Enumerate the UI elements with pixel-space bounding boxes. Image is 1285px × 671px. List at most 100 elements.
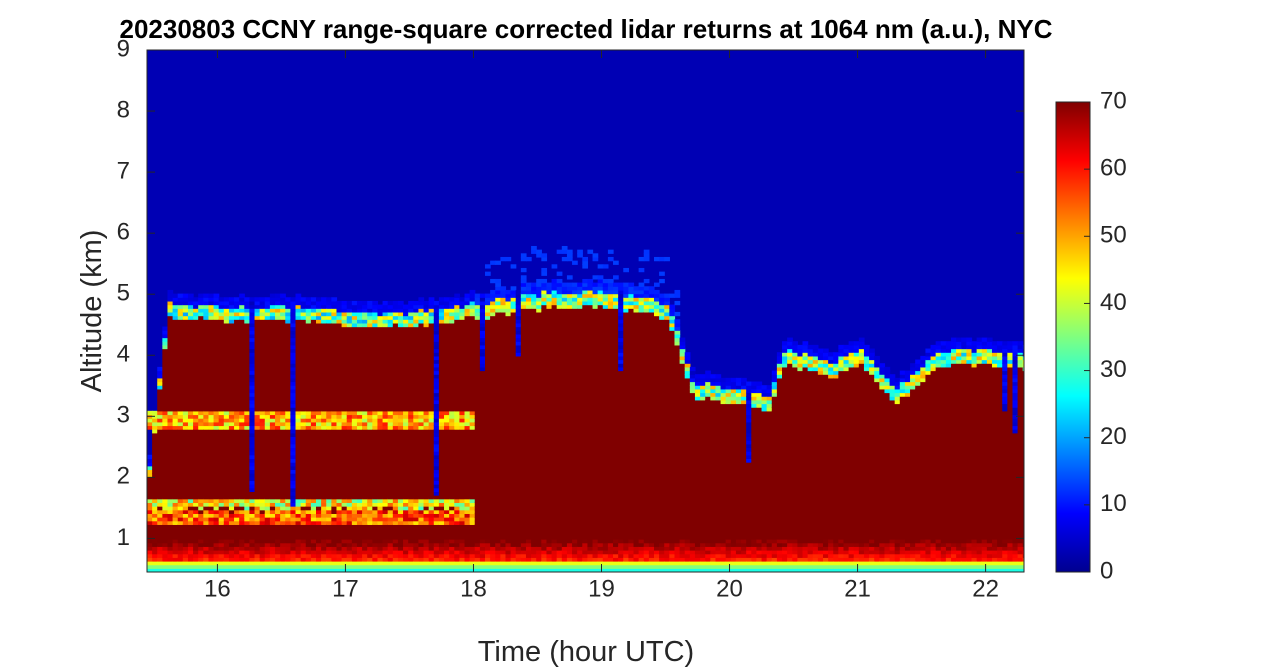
heatmap-cell: [275, 495, 281, 500]
heatmap-cell: [336, 528, 343, 533]
heatmap-cell: [331, 513, 338, 518]
heatmap-cell: [187, 341, 194, 346]
heatmap-cell: [167, 513, 174, 518]
heatmap-cell: [218, 300, 225, 306]
heatmap-cell: [485, 517, 491, 522]
heatmap-cell: [403, 557, 409, 562]
heatmap-cell: [228, 388, 235, 394]
heatmap-cell: [198, 436, 204, 441]
heatmap-cell: [239, 410, 245, 416]
heatmap-cell: [290, 561, 297, 566]
heatmap-cell: [218, 399, 225, 405]
heatmap-cell: [464, 517, 471, 522]
heatmap-cell: [474, 403, 481, 408]
heatmap-cell: [392, 564, 399, 569]
heatmap-cell: [336, 326, 343, 331]
heatmap-cell: [193, 366, 199, 372]
heatmap-cell: [275, 498, 281, 503]
heatmap-cell: [397, 304, 404, 309]
heatmap-cell: [382, 330, 389, 335]
heatmap-cell: [382, 568, 389, 572]
heatmap-cell: [264, 381, 271, 386]
heatmap-cell: [228, 440, 235, 445]
heatmap-cell: [397, 315, 404, 320]
heatmap-cell: [244, 451, 251, 456]
heatmap-cell: [438, 539, 445, 544]
heatmap-cell: [423, 462, 430, 467]
heatmap-cell: [162, 564, 169, 569]
heatmap-cell: [259, 557, 266, 562]
heatmap-cell: [321, 524, 327, 529]
heatmap-cell: [244, 396, 251, 401]
heatmap-cell: [474, 359, 481, 364]
heatmap-cell: [316, 491, 322, 496]
heatmap-cell: [280, 319, 286, 324]
heatmap-cell: [423, 414, 430, 419]
heatmap-cell: [234, 531, 240, 536]
heatmap-cell: [218, 315, 225, 320]
heatmap-cell: [474, 377, 481, 383]
heatmap-cell: [264, 484, 271, 489]
heatmap-cell: [444, 396, 450, 401]
heatmap-cell: [239, 311, 245, 317]
heatmap-cell: [423, 374, 430, 379]
heatmap-cell: [356, 546, 363, 551]
heatmap-cell: [341, 487, 348, 493]
heatmap-cell: [408, 487, 414, 493]
heatmap-cell: [218, 440, 225, 445]
heatmap-cell: [290, 308, 297, 313]
heatmap-cell: [403, 484, 409, 489]
heatmap-cell: [208, 447, 215, 452]
heatmap-cell: [367, 304, 373, 309]
heatmap-cell: [392, 421, 399, 427]
heatmap-cell: [438, 344, 445, 350]
heatmap-cell: [438, 564, 445, 569]
heatmap-cell: [479, 308, 486, 313]
heatmap-cell: [198, 429, 204, 434]
heatmap-cell: [469, 465, 476, 471]
heatmap-cell: [351, 550, 358, 555]
heatmap-cell: [392, 311, 399, 317]
heatmap-cell: [300, 421, 307, 427]
heatmap-cell: [438, 498, 445, 503]
heatmap-cell: [275, 509, 281, 514]
heatmap-cell: [341, 509, 348, 514]
heatmap-cell: [490, 509, 496, 514]
heatmap-cell: [490, 553, 496, 558]
heatmap-cell: [377, 341, 384, 346]
heatmap-cell: [438, 326, 445, 331]
heatmap-cell: [367, 377, 373, 383]
heatmap-cell: [254, 458, 261, 463]
heatmap-cell: [290, 381, 297, 386]
heatmap-cell: [182, 414, 189, 419]
heatmap-cell: [162, 410, 169, 416]
heatmap-cell: [438, 480, 445, 485]
heatmap-cell: [341, 352, 348, 357]
heatmap-cell: [182, 418, 189, 423]
heatmap-cell: [321, 443, 327, 449]
heatmap-cell: [331, 418, 338, 423]
heatmap-cell: [474, 509, 481, 514]
heatmap-cell: [372, 344, 379, 350]
heatmap-cell: [372, 337, 379, 342]
heatmap-cell: [305, 502, 312, 507]
heatmap-cell: [218, 311, 225, 317]
heatmap-cell: [316, 385, 322, 390]
heatmap-cell: [428, 341, 435, 346]
heatmap-cell: [239, 304, 245, 309]
heatmap-cell: [280, 374, 286, 379]
heatmap-cell: [310, 319, 317, 324]
heatmap-cell: [290, 348, 297, 353]
heatmap-cell: [316, 458, 322, 463]
heatmap-cell: [269, 458, 276, 463]
heatmap-cell: [433, 418, 440, 423]
heatmap-cell: [387, 304, 394, 309]
heatmap-cell: [382, 443, 389, 449]
heatmap-cell: [239, 564, 245, 569]
heatmap-cell: [485, 524, 491, 529]
heatmap-cell: [403, 330, 409, 335]
heatmap-cell: [444, 568, 450, 572]
heatmap-cell: [254, 337, 261, 342]
heatmap-cell: [362, 403, 368, 408]
heatmap-cell: [310, 300, 317, 306]
